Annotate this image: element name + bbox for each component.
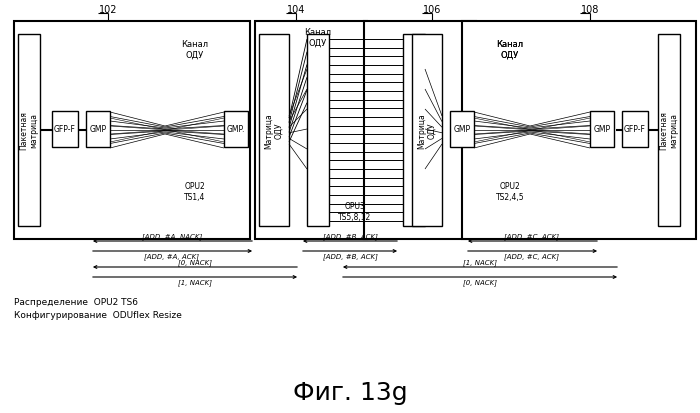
Text: GFP-F: GFP-F <box>624 125 646 134</box>
Text: Пакетная
матрица: Пакетная матрица <box>659 111 679 150</box>
Text: GMP: GMP <box>90 125 106 134</box>
Text: [ADD, #B, ACK]: [ADD, #B, ACK] <box>323 233 377 240</box>
Text: GMP.: GMP. <box>227 125 245 134</box>
Text: [1, NACK]: [1, NACK] <box>463 259 497 266</box>
Text: Конфигурирование  ODUflex Resize: Конфигурирование ODUflex Resize <box>14 310 182 319</box>
Text: Фиг. 13g: Фиг. 13g <box>293 380 407 404</box>
Text: GMP: GMP <box>454 125 470 134</box>
Bar <box>403 35 425 226</box>
Bar <box>86 112 110 147</box>
Text: [ADD, #B, ACK]: [ADD, #B, ACK] <box>323 253 377 260</box>
Bar <box>255 22 367 240</box>
Bar <box>224 112 248 147</box>
Text: [ADD, #A, ACK]: [ADD, #A, ACK] <box>144 253 199 260</box>
Bar <box>622 112 648 147</box>
Text: 104: 104 <box>287 5 305 15</box>
Text: Пакетная
матрица: Пакетная матрица <box>20 111 38 150</box>
Text: OPU2
TS1,4: OPU2 TS1,4 <box>184 182 206 201</box>
Text: Матрица
ОДУ: Матрица ОДУ <box>265 113 284 149</box>
Bar <box>590 112 614 147</box>
Text: 102: 102 <box>99 5 118 15</box>
Text: Канал
ОДУ: Канал ОДУ <box>496 40 524 59</box>
Bar <box>52 112 78 147</box>
Text: GMP: GMP <box>594 125 610 134</box>
Text: OPU3
TS5,8,12: OPU3 TS5,8,12 <box>338 202 372 221</box>
Bar <box>259 35 289 226</box>
Text: [ADD, #C, ACK]: [ADD, #C, ACK] <box>505 233 559 240</box>
Text: Канал
ОДУ: Канал ОДУ <box>304 28 332 47</box>
Text: [1, NACK]: [1, NACK] <box>178 279 212 286</box>
Text: 106: 106 <box>423 5 441 15</box>
Bar <box>14 22 250 240</box>
Text: [ADD, #C, ACK]: [ADD, #C, ACK] <box>505 253 559 260</box>
Bar <box>364 22 476 240</box>
Text: [ADD, #A, NACK]: [ADD, #A, NACK] <box>142 233 202 240</box>
Text: Канал
ОДУ: Канал ОДУ <box>496 40 524 59</box>
Text: OPU2
TS2,4,5: OPU2 TS2,4,5 <box>496 182 524 201</box>
Text: [0, NACK]: [0, NACK] <box>178 259 212 266</box>
Text: [0, NACK]: [0, NACK] <box>463 279 497 286</box>
Bar <box>462 22 696 240</box>
Text: 108: 108 <box>581 5 599 15</box>
Bar <box>18 35 40 226</box>
Text: Матрица
ОДУ: Матрица ОДУ <box>417 113 437 149</box>
Bar <box>412 35 442 226</box>
Text: Канал
ОДУ: Канал ОДУ <box>181 40 209 59</box>
Bar <box>450 112 474 147</box>
Bar <box>307 35 329 226</box>
Text: Распределение  OPU2 TS6: Распределение OPU2 TS6 <box>14 297 138 306</box>
Bar <box>658 35 680 226</box>
Text: GFP-F: GFP-F <box>54 125 76 134</box>
